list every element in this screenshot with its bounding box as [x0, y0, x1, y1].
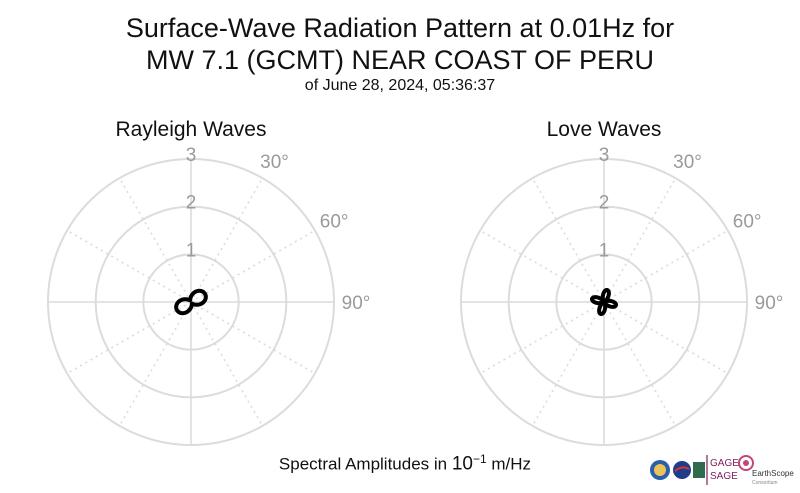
sage-logo-text: SAGE	[710, 471, 738, 482]
spoke-line	[190, 301, 316, 375]
rayleigh-panel-title: Rayleigh Waves	[115, 118, 267, 141]
chart-title-line1: Surface-Wave Radiation Pattern at 0.01Hz…	[125, 13, 675, 43]
amplitude-units-label: Spectral Amplitudes in 10−1 m/Hz	[0, 452, 800, 476]
spoke-line	[118, 301, 192, 427]
angular-tick-label: 90°	[342, 293, 371, 314]
nasa-logo-icon	[673, 461, 691, 479]
spoke-line	[531, 177, 605, 303]
radial-tick-label: 1	[186, 240, 197, 261]
spoke-line	[603, 301, 677, 427]
units-power-base: 10	[451, 453, 473, 475]
earthscope-logo-text: EarthScope	[752, 469, 794, 478]
ring-circle	[142, 253, 240, 351]
spoke-line	[603, 229, 729, 303]
chart-subtitle: of June 28, 2024, 05:36:37	[304, 77, 496, 94]
radiation-pattern-line	[174, 288, 208, 316]
ring-circle	[94, 205, 288, 399]
radial-tick-label: 2	[186, 193, 197, 214]
love-panel-title: Love Waves	[546, 118, 662, 141]
chart-title-line2: MW 7.1 (GCMT) NEAR COAST OF PERU	[145, 45, 655, 75]
spoke-line	[118, 177, 192, 303]
units-prefix: Spectral Amplitudes in	[278, 454, 452, 474]
spoke-line	[190, 301, 264, 427]
ring-circle	[47, 158, 335, 446]
ring-circle	[507, 205, 701, 399]
units-power-exponent: −1	[472, 452, 487, 466]
gage-logo-text: GAGE	[710, 458, 739, 469]
radiation-pattern-line	[589, 287, 619, 317]
spoke-line	[603, 301, 729, 375]
usgs-logo-icon	[693, 462, 705, 478]
earthscope-logo-dot-icon	[743, 460, 749, 466]
angular-tick-label: 90°	[755, 293, 784, 314]
radial-tick-label: 2	[599, 193, 610, 214]
radial-tick-label: 3	[186, 145, 197, 166]
radial-tick-label: 3	[599, 145, 610, 166]
angular-tick-label: 60°	[320, 212, 349, 233]
sponsor-logos: GAGE SAGE EarthScope Consortium	[650, 455, 794, 486]
spoke-line	[190, 177, 264, 303]
nsf-logo-inner-icon	[654, 464, 666, 476]
angular-tick-label: 30°	[673, 152, 702, 173]
love-polar-plot: 1 2 3 30° 60° 90°	[460, 145, 784, 446]
spoke-line	[479, 301, 605, 375]
spoke-line	[479, 229, 605, 303]
spoke-line	[531, 301, 605, 427]
rayleigh-polar-plot: 1 2 3 30° 60° 90°	[47, 145, 371, 446]
units-unit: m/Hz	[486, 454, 532, 474]
spoke-line	[603, 177, 677, 303]
earthscope-logo-icon	[738, 455, 754, 471]
spoke-line	[190, 229, 316, 303]
spoke-line	[66, 301, 192, 375]
spoke-line	[66, 229, 192, 303]
radial-tick-label: 1	[599, 240, 610, 261]
consortium-logo-text: Consortium	[752, 480, 778, 486]
nasa-swoosh-icon	[674, 466, 690, 472]
ring-circle	[460, 158, 748, 446]
angular-tick-label: 30°	[260, 152, 289, 173]
ring-circle	[555, 253, 653, 351]
angular-tick-label: 60°	[733, 212, 762, 233]
